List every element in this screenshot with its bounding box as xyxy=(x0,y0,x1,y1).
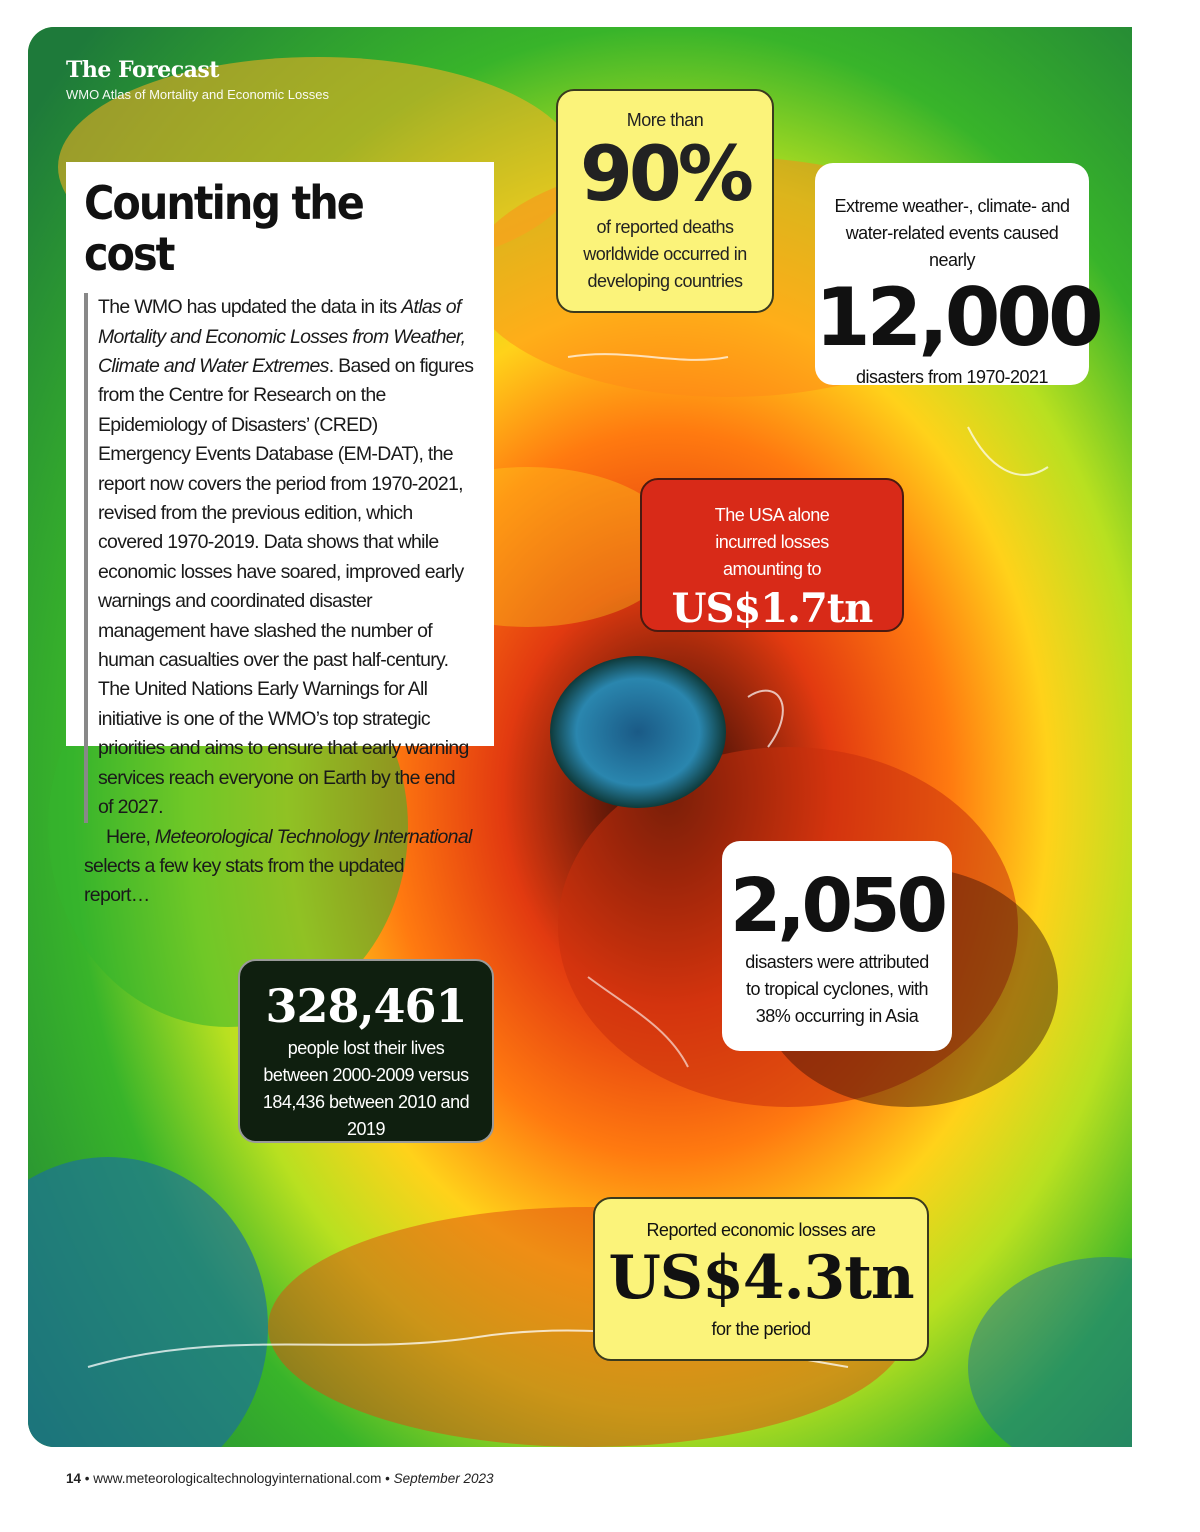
stat-losses-value: US$4.3tn xyxy=(608,1243,914,1313)
stat-disasters-pre: Extreme weather-, climate- and water-rel… xyxy=(834,196,1070,270)
stat-box-disasters: Extreme weather-, climate- and water-rel… xyxy=(815,163,1104,387)
intro-body: The WMO has updated the data in its Atla… xyxy=(84,293,474,911)
stat-lives-post: people lost their lives between 2000-200… xyxy=(262,1038,470,1139)
stat-box-cyclones: 2,050 disasters were attributed to tropi… xyxy=(722,841,952,1051)
stat-usa-pre: The USA alone incurred losses amounting … xyxy=(714,505,830,579)
page-number: 14 xyxy=(66,1471,82,1486)
intro-paragraph-1: The WMO has updated the data in its Atla… xyxy=(84,293,474,823)
website-url: www.meteorologicaltechnologyinternationa… xyxy=(93,1471,382,1486)
stat-deaths-value: 90% xyxy=(580,129,754,218)
stat-box-lives: 328,461 people lost their lives between … xyxy=(238,959,494,1143)
footer-separator: • xyxy=(81,1471,94,1486)
page-footer: 14 • www.meteorologicaltechnologyinterna… xyxy=(66,1471,493,1486)
article-title: Counting the cost xyxy=(84,176,365,281)
stat-losses-post: for the period xyxy=(711,1319,811,1339)
stat-disasters-value: 12,000 xyxy=(815,271,1104,364)
stat-disasters-post: disasters from 1970-2021 xyxy=(855,367,1049,387)
publication-title: The Forecast xyxy=(66,57,219,83)
stat-box-usa: The USA alone incurred losses amounting … xyxy=(640,478,904,632)
p1-text-b: . Based on figures from the Centre for R… xyxy=(98,355,474,819)
stat-deaths-post: of reported deaths worldwide occurred in… xyxy=(583,217,747,291)
atlas-title-italic: Atlas of Mortality and Economic Losses f… xyxy=(98,296,466,377)
stat-cyclones-value: 2,050 xyxy=(729,863,948,949)
stat-lives-value: 328,461 xyxy=(265,979,467,1033)
brand-header: The Forecast WMO Atlas of Mortality and … xyxy=(66,57,329,102)
p2-text-a: Here, xyxy=(106,825,155,848)
footer-separator-2: • xyxy=(381,1471,394,1486)
stat-box-deaths: More than 90% of reported deaths worldwi… xyxy=(556,89,774,313)
intro-paragraph-2: Here, Meteorological Technology Internat… xyxy=(84,823,474,911)
stat-losses-pre: Reported economic losses are xyxy=(646,1220,876,1240)
intro-panel: Counting the cost The WMO has updated th… xyxy=(66,162,494,906)
satellite-hero-image: The Forecast WMO Atlas of Mortality and … xyxy=(28,27,1132,1447)
section-subtitle: WMO Atlas of Mortality and Economic Loss… xyxy=(66,87,329,102)
issue-date: September 2023 xyxy=(393,1471,494,1486)
p2-text-b: selects a few key stats from the updated… xyxy=(84,854,405,907)
stat-usa-value: US$1.7tn xyxy=(671,585,874,632)
stat-box-losses: Reported economic losses are US$4.3tn fo… xyxy=(593,1197,929,1361)
magazine-name-italic: Meteorological Technology International xyxy=(154,825,472,848)
p1-text-a: The WMO has updated the data in its xyxy=(98,296,402,319)
stat-cyclones-post: disasters were attributed to tropical cy… xyxy=(745,952,929,1026)
hurricane-eye xyxy=(550,656,726,808)
stat-deaths-pre: More than xyxy=(626,110,704,130)
